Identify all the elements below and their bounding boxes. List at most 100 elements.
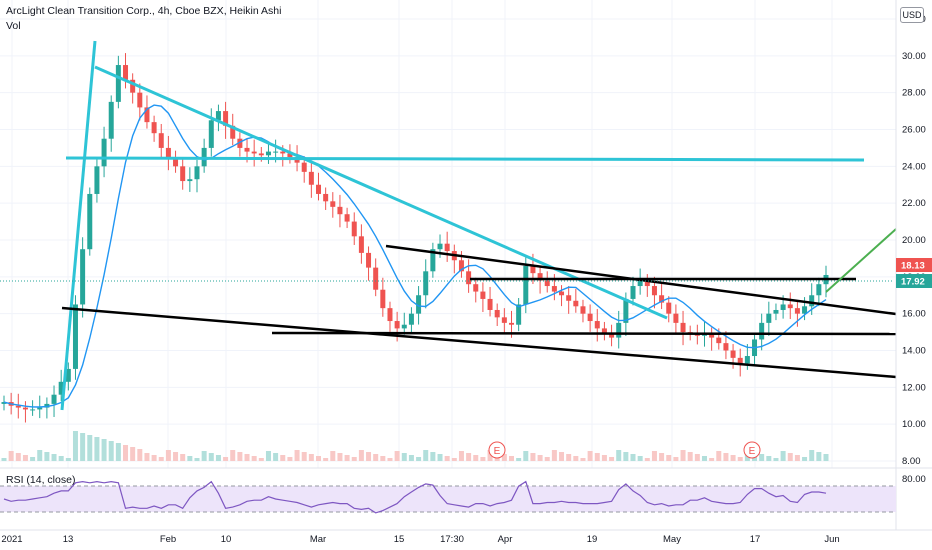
candle-body [759, 322, 765, 340]
candle-body [494, 309, 500, 318]
y-tick-label: 22.00 [902, 198, 926, 209]
volume-bar [387, 458, 393, 461]
candle-body [316, 184, 322, 194]
price-badge-text: 18.13 [901, 261, 925, 272]
candle-body [237, 138, 243, 148]
candle-body [58, 381, 64, 395]
volume-bar [430, 452, 436, 461]
volume-bar [723, 453, 729, 461]
volume-bar [101, 439, 107, 461]
candle-body [15, 405, 21, 408]
trend-cyan-horizontal [65, 156, 865, 162]
candle-body [523, 265, 529, 305]
volume-bar [673, 457, 679, 461]
volume-bar [280, 455, 286, 461]
candle-body [716, 337, 722, 344]
rsi-legend: RSI (14, close) [6, 474, 76, 486]
volume-bar [237, 452, 243, 461]
volume-bar [601, 455, 607, 461]
volume-bar [466, 453, 472, 461]
volume-bar [208, 453, 214, 461]
volume-bar [44, 452, 50, 461]
volume-bar [773, 458, 779, 461]
volume-bar [344, 455, 350, 461]
trend-cyan-spike [60, 40, 97, 411]
x-tick-label: Apr [498, 534, 513, 545]
x-tick-label: Mar [310, 534, 326, 545]
volume-bar [8, 451, 14, 461]
volume-bar [301, 452, 307, 461]
candle-body [366, 252, 372, 268]
volume-bar [94, 437, 100, 461]
trend-black-support [271, 331, 897, 336]
candle-body [258, 153, 264, 156]
candle-body [487, 298, 493, 310]
trendlines [0, 40, 897, 411]
volume-bar [337, 453, 343, 461]
candle-body [637, 280, 643, 287]
projection-line [825, 228, 897, 293]
x-tick-label: 2021 [1, 534, 22, 545]
moving-average [3, 104, 827, 408]
candle-body [559, 291, 565, 296]
volume-bar [165, 450, 171, 461]
volume-bar [22, 455, 28, 461]
x-tick-label: 10 [221, 534, 232, 545]
volume-bar [823, 454, 829, 461]
candle-body [22, 407, 28, 410]
volume-bar [366, 452, 372, 461]
volume-bar [523, 451, 529, 461]
volume-bar [194, 458, 200, 461]
candle-body [501, 317, 507, 323]
y-tick-label: 24.00 [902, 161, 926, 172]
candle-body [659, 295, 665, 303]
candle-body [551, 286, 557, 292]
x-tick-label: 19 [587, 534, 598, 545]
volume-bar [551, 450, 557, 461]
candle-body [194, 166, 200, 180]
volume-bar [473, 455, 479, 461]
volume-bar [487, 450, 493, 461]
volume-bar [1, 458, 7, 461]
candle-body [566, 295, 572, 301]
volume-bars [1, 431, 829, 461]
candle-body [616, 322, 622, 338]
candle-body [180, 166, 186, 182]
candle-body [287, 153, 293, 158]
volume-bar [766, 456, 772, 461]
candle-body [601, 328, 607, 334]
volume-bar [137, 449, 143, 461]
candle-body [544, 280, 550, 287]
candle-body [780, 304, 786, 310]
candle-body [308, 171, 314, 185]
volume-bar [158, 457, 164, 461]
volume-bar [87, 435, 93, 461]
x-tick-label: 13 [63, 534, 74, 545]
candle-body [458, 260, 464, 272]
volume-bar [730, 455, 736, 461]
candle-body [330, 201, 336, 207]
candle-body [301, 162, 307, 172]
x-tick-label: 17:30 [440, 534, 464, 545]
volume-bar [594, 453, 600, 461]
volume-bar [544, 457, 550, 461]
candle-body [130, 79, 136, 93]
volume-bar [651, 451, 657, 461]
candle-body [573, 300, 579, 307]
earnings-marker: E [488, 441, 506, 459]
x-tick-label: 17 [750, 534, 761, 545]
candle-body [644, 280, 650, 287]
volume-bar [694, 454, 700, 461]
volume-bar [787, 453, 793, 461]
volume-bar [223, 457, 229, 461]
volume-bar [273, 453, 279, 461]
volume-bar [265, 451, 271, 461]
candle-body [809, 295, 815, 307]
currency-button[interactable]: USD [900, 7, 924, 23]
candle-body [537, 273, 543, 281]
candle-body [473, 284, 479, 292]
candle-body [244, 147, 250, 152]
y-tick-label: 26.00 [902, 125, 926, 136]
volume-bar [566, 454, 572, 461]
